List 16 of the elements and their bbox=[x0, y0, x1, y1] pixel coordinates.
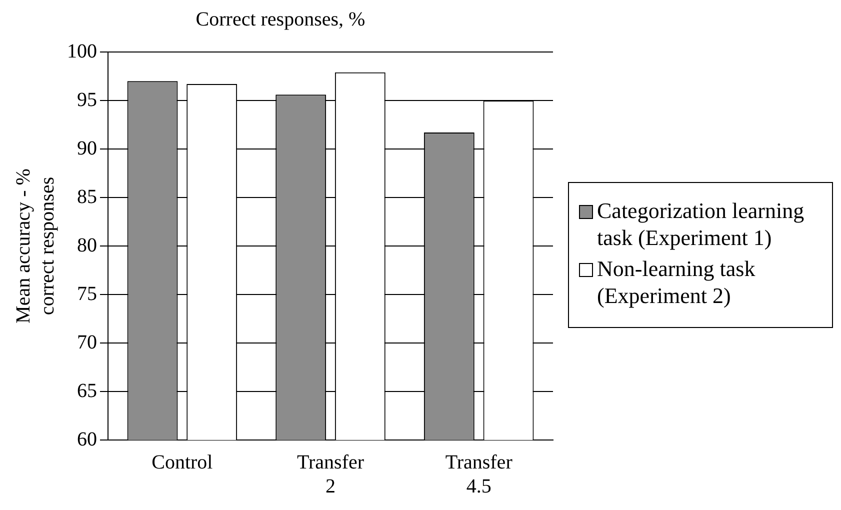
y-axis-title: Mean accuracy - % correct responses bbox=[12, 168, 58, 324]
y-tick-label: 85 bbox=[77, 186, 97, 208]
y-tick-label: 65 bbox=[77, 380, 97, 402]
y-tick-label: 80 bbox=[77, 234, 97, 256]
y-tick-label: 95 bbox=[77, 88, 97, 111]
x-tick-label: Transfer 2 bbox=[296, 451, 364, 498]
x-tick-label: Transfer 4.5 bbox=[445, 451, 513, 498]
legend-label: Categorization learning task (Experiment 1) bbox=[597, 197, 806, 251]
y-tick-label: 60 bbox=[77, 428, 97, 450]
text: Non-learning task (Experiment 2) bbox=[597, 255, 756, 309]
x-tick-label: Control bbox=[152, 451, 214, 474]
y-tick-label: 75 bbox=[77, 282, 97, 305]
chart-title: Correct responses, % bbox=[196, 8, 366, 30]
y-tick-label: 100 bbox=[67, 40, 97, 62]
y-tick-label: 90 bbox=[77, 137, 97, 160]
y-tick-label: 70 bbox=[77, 331, 97, 354]
